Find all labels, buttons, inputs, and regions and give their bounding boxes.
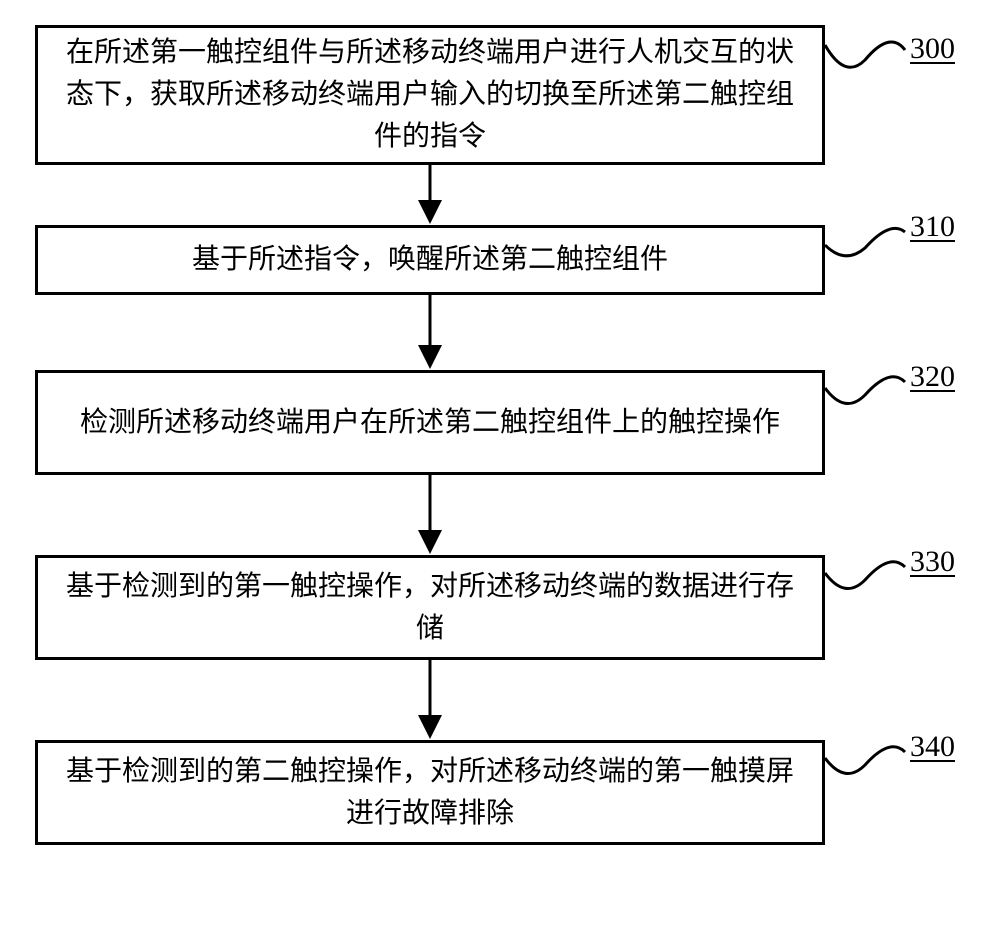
arrow-330-340 xyxy=(0,0,1000,945)
flowchart-container: 在所述第一触控组件与所述移动终端用户进行人机交互的状态下，获取所述移动终端用户输… xyxy=(0,0,1000,945)
